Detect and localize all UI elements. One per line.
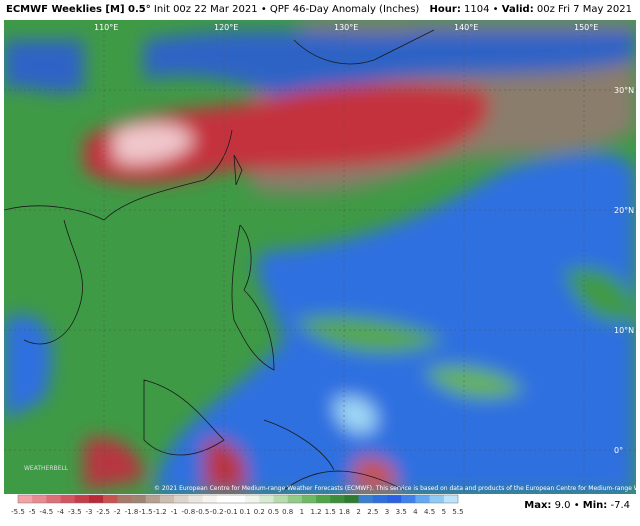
init: Init 00z 22 Mar 2021 xyxy=(153,4,258,15)
min: -7.4 xyxy=(610,500,630,511)
color-cell xyxy=(159,495,175,503)
colorbar-label: -1.5 xyxy=(139,508,153,516)
header-right: Hour: 1104 • Valid: 00z Fri 7 May 2021 xyxy=(430,0,632,20)
sep: • xyxy=(260,4,267,15)
color-cell xyxy=(230,495,246,503)
copyright: © 2021 European Centre for Medium-range … xyxy=(154,485,636,492)
colorbar-label: -5.5 xyxy=(11,508,25,516)
graticule xyxy=(4,20,636,494)
colorbar-label: 2.5 xyxy=(367,508,378,516)
stats: Max: 9.0 • Min: -7.4 xyxy=(524,500,630,511)
color-cell xyxy=(401,495,416,503)
watermark: WEATHERBELL xyxy=(24,465,69,472)
color-cell xyxy=(259,495,274,503)
color-cell xyxy=(188,495,203,503)
color-cell xyxy=(245,495,260,503)
color-cell xyxy=(74,495,90,503)
lat-label: 30°N xyxy=(614,86,634,95)
colorbar-label: 4.5 xyxy=(424,508,435,516)
lon-label: 130°E xyxy=(334,23,358,32)
color-cell xyxy=(202,495,218,503)
colorbar-frame xyxy=(17,494,459,504)
map: 110°E 120°E 130°E 140°E 150°E 30°N 20°N 10°N 0° ©… xyxy=(4,20,636,494)
colorbar-label: 1.8 xyxy=(339,508,350,516)
color-cell xyxy=(372,495,388,503)
color-cell xyxy=(273,495,288,503)
colorbar-label: 2 xyxy=(356,508,360,516)
colorbar-label: -4 xyxy=(57,508,65,516)
colorbar-label: -1.8 xyxy=(125,508,139,516)
valid: 00z Fri 7 May 2021 xyxy=(536,4,632,15)
product: QPF 46-Day Anomaly (Inches) xyxy=(269,4,420,15)
hour: 1104 xyxy=(464,4,490,15)
color-cell xyxy=(216,495,232,503)
lon-label: 110°E xyxy=(94,23,118,32)
title: ECMWF Weeklies [M] 0.5° xyxy=(6,4,151,15)
color-cell xyxy=(103,495,118,503)
lat-label: 10°N xyxy=(614,326,634,335)
colorbar-label: 3 xyxy=(385,508,389,516)
lat-label: 0° xyxy=(614,446,623,455)
color-cell xyxy=(344,495,359,503)
colorbar-label: -0.8 xyxy=(181,508,195,516)
color-cell xyxy=(301,495,317,503)
label: Min: xyxy=(582,500,608,511)
lat-label: 20°N xyxy=(614,206,634,215)
label: Hour: xyxy=(429,4,461,15)
colorbar-label: -2.5 xyxy=(96,508,110,516)
color-cell xyxy=(60,495,76,503)
colorbar-label: 4 xyxy=(413,508,418,516)
color-cell xyxy=(131,495,147,503)
header-left: ECMWF Weeklies [M] 0.5° Init 00z 22 Mar … xyxy=(6,0,419,20)
color-cell xyxy=(387,495,402,503)
sep: • xyxy=(573,500,580,511)
color-cell xyxy=(316,495,331,503)
colorbar-label: 1 xyxy=(300,508,304,516)
color-cell xyxy=(443,495,459,503)
colorbar-label: -0.2 xyxy=(210,508,224,516)
color-cell xyxy=(330,495,345,503)
colorbar: -5.5 -5 -4.5 -4 -3.5 -3 -2.5 -2 -1.8 -1.5 -1.2 -1 -0… xyxy=(11,494,464,516)
color-cell xyxy=(46,495,61,503)
color-cell xyxy=(18,495,33,503)
colorbar-label: 1.2 xyxy=(310,508,321,516)
color-cell xyxy=(117,495,132,503)
colorbar-label: 5 xyxy=(442,508,446,516)
colorbar-label: 5.5 xyxy=(452,508,463,516)
colorbar-label: 0.2 xyxy=(254,508,265,516)
color-cell xyxy=(88,495,104,503)
lon-label: 120°E xyxy=(214,23,238,32)
color-cell xyxy=(358,495,374,503)
colorbar-label: 1.5 xyxy=(325,508,336,516)
colorbar-label: -3.5 xyxy=(68,508,82,516)
lon-label: 140°E xyxy=(454,23,478,32)
color-cell xyxy=(32,495,47,503)
label: Valid: xyxy=(501,4,534,15)
color-cell xyxy=(415,495,430,503)
color-cell xyxy=(287,495,303,503)
colorbar-label: 0.5 xyxy=(268,508,279,516)
colorbar-label: 3.5 xyxy=(396,508,407,516)
colorbar-label: -2 xyxy=(114,508,121,516)
labels: 110°E 120°E 130°E 140°E 150°E 30°N 20°N 10°N 0° ©… xyxy=(24,23,636,492)
colorbar-label: -4.5 xyxy=(40,508,54,516)
max: 9.0 xyxy=(554,500,571,511)
label: Max: xyxy=(524,500,552,511)
color-cell xyxy=(429,495,445,503)
colorbar-label: -0.5 xyxy=(196,508,210,516)
colorbar-label: -1 xyxy=(171,508,178,516)
colorbar-label: -1.2 xyxy=(153,508,167,516)
colorbar-label: -3 xyxy=(85,508,92,516)
colorbar-label: -0.1 xyxy=(224,508,238,516)
sep: • xyxy=(492,4,499,15)
color-cell xyxy=(174,495,189,503)
lon-label: 150°E xyxy=(574,23,598,32)
colorbar-label: 0.1 xyxy=(240,508,251,516)
colorbar-label: -5 xyxy=(29,508,36,516)
color-cell xyxy=(145,495,161,503)
coastlines xyxy=(4,29,435,491)
header: ECMWF Weeklies [M] 0.5° Init 00z 22 Mar … xyxy=(0,0,640,20)
colorbar-label: 0.8 xyxy=(282,508,293,516)
